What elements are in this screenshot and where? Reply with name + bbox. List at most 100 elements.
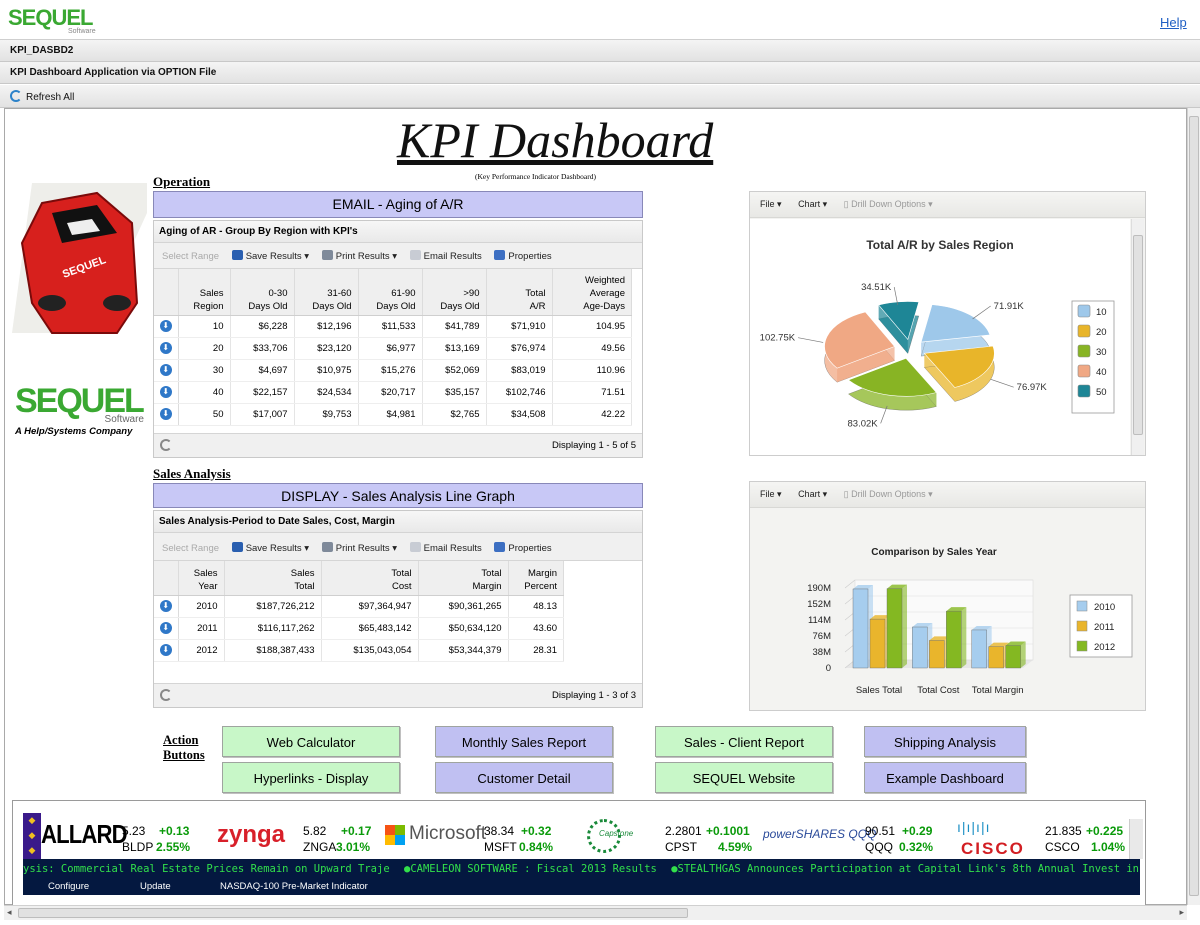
print-results-label: Print Results [335, 251, 390, 262]
paging-status: Displaying 1 - 5 of 5 [552, 440, 636, 451]
bar-side [902, 584, 907, 668]
panel-refresh-icon[interactable] [160, 439, 172, 451]
email-aging-ar-button[interactable]: EMAIL - Aging of A/R [153, 191, 643, 218]
table-row[interactable]: ⬇ 10 $6,228 $12,196 $11,533 $41,789 $71,910 104… [154, 315, 632, 338]
save-results-button[interactable]: Save Results ▾ [231, 542, 309, 554]
file-menu-label: File [760, 199, 775, 209]
table-row[interactable]: ⬇ 20 $33,706 $23,120 $6,977 $13,169 $76,974 49.… [154, 337, 632, 360]
email-icon [409, 542, 421, 552]
column-header-line: A/R [529, 300, 546, 312]
column-header-line: Sales [193, 567, 218, 579]
email-results-button[interactable]: Email Results [409, 542, 482, 554]
help-link[interactable]: Help [1160, 15, 1187, 30]
news-item[interactable]: ysis: Commercial Real Estate Prices Rema… [23, 863, 390, 875]
sales-analysis-toolbar: Select Range Save Results ▾ Print Result… [154, 533, 642, 561]
quote-price: 2.2801 [665, 824, 702, 838]
file-menu[interactable]: File ▾ [760, 199, 782, 209]
table-cell: 48.13 [508, 595, 564, 618]
properties-button[interactable]: Properties [494, 250, 552, 262]
table-cell: 28.31 [508, 639, 564, 662]
table-row[interactable]: ⬇ 2010 $187,726,212 $97,364,947 $90,361,265 4… [154, 595, 564, 618]
table-header-row: Sales Region 0-30 Days Old 31-60 Days Old 6… [154, 269, 632, 316]
pie-data-label: 71.91K [994, 301, 1025, 312]
powershares-logo: powerSHARES QQQ [763, 827, 877, 841]
bar-top [912, 623, 933, 628]
table-row[interactable]: ⬇ 40 $22,157 $24,534 $20,717 $35,157 $102,746 7… [154, 381, 632, 404]
drilldown-icon[interactable]: ⬇ [154, 359, 179, 382]
sequel-website-button[interactable]: SEQUEL Website [655, 762, 833, 793]
example-dashboard-button[interactable]: Example Dashboard [864, 762, 1026, 793]
ticker-next-icon[interactable]: ◆ [28, 845, 36, 855]
panel-refresh-icon[interactable] [160, 689, 172, 701]
table-row[interactable]: ⬇ 50 $17,007 $9,753 $4,981 $2,765 $34,508 42.22 [154, 403, 632, 426]
web-calculator-button[interactable]: Web Calculator [222, 726, 400, 757]
sales-analysis-panel-footer: Displaying 1 - 3 of 3 [154, 683, 642, 707]
table-cell: $97,364,947 [321, 595, 419, 618]
table-cell: $23,120 [294, 337, 359, 360]
sales-analysis-table: Sales Year Sales Total Total Cost Total Marg… [154, 561, 564, 662]
table-cell: 110.96 [552, 359, 632, 382]
bar-x-tick-label: Total Cost [917, 685, 960, 696]
print-results-button[interactable]: Print Results ▾ [321, 250, 397, 262]
table-cell: $6,228 [230, 315, 295, 338]
chart-toolbar: File ▾ Chart ▾ ▯ Drill Down Options ▾ [750, 482, 1145, 508]
email-results-button[interactable]: Email Results [409, 250, 482, 262]
update-link[interactable]: Update [140, 881, 171, 892]
drilldown-icon[interactable]: ⬇ [154, 617, 179, 640]
scroll-left-icon[interactable]: ◂ [7, 907, 12, 917]
drilldown-icon[interactable]: ⬇ [154, 639, 179, 662]
drilldown-icon[interactable]: ⬇ [154, 403, 179, 426]
print-results-button[interactable]: Print Results ▾ [321, 542, 397, 554]
bar-x-tick-label: Sales Total [856, 685, 902, 696]
chart-menu[interactable]: Chart ▾ [798, 199, 828, 209]
quote-percent: 0.84% [519, 840, 554, 854]
news-item[interactable]: STEALTHGAS Announces Participation at Ca… [677, 863, 1140, 875]
app-header: SEQUEL Software Help [0, 0, 1200, 40]
bar-top [946, 607, 967, 612]
quote-change: +0.29 [902, 824, 933, 838]
shipping-analysis-button[interactable]: Shipping Analysis [864, 726, 1026, 757]
table-cell: $34,508 [486, 403, 553, 426]
drilldown-icon[interactable]: ⬇ [154, 381, 179, 404]
display-sales-analysis-button[interactable]: DISPLAY - Sales Analysis Line Graph [153, 483, 643, 508]
properties-button[interactable]: Properties [494, 542, 552, 554]
save-results-button[interactable]: Save Results ▾ [231, 250, 309, 262]
news-item[interactable]: CAMELEON SOFTWARE : Fiscal 2013 Results [410, 863, 657, 875]
drill-down-options-menu[interactable]: ▯ Drill Down Options ▾ [843, 489, 933, 499]
chart-scrollbar[interactable] [1131, 219, 1144, 455]
ticker-up-icon[interactable]: ◆ [28, 830, 36, 840]
sales-client-report-button[interactable]: Sales - Client Report [655, 726, 833, 757]
file-menu[interactable]: File ▾ [760, 489, 782, 499]
brand-logo: SEQUEL Software A Help/Systems Company [15, 384, 150, 437]
pie-slice [920, 304, 991, 343]
scroll-right-icon[interactable]: ▸ [1179, 907, 1184, 917]
column-header: Sales Year [178, 561, 225, 596]
drill-down-options-menu[interactable]: ▯ Drill Down Options ▾ [843, 199, 933, 209]
monthly-sales-report-button[interactable]: Monthly Sales Report [435, 726, 613, 757]
refresh-all-button[interactable]: Refresh All [10, 90, 74, 103]
page-scrollbar-thumb[interactable] [1189, 116, 1199, 896]
column-header-line: 61-90 [391, 287, 416, 299]
table-row[interactable]: ⬇ 2011 $116,117,262 $65,483,142 $50,634,120 4… [154, 617, 564, 640]
chart-scrollbar-thumb[interactable] [1133, 235, 1143, 435]
page-horizontal-scrollbar[interactable]: ◂ ▸ [4, 905, 1187, 920]
drilldown-column-header [154, 561, 179, 596]
select-range-button[interactable]: Select Range [162, 251, 220, 262]
select-range-button[interactable]: Select Range [162, 543, 220, 554]
configure-link[interactable]: Configure [48, 881, 90, 892]
ticker-prev-icon[interactable]: ◆ [28, 815, 36, 825]
save-icon [231, 542, 243, 552]
drilldown-icon[interactable]: ⬇ [154, 337, 179, 360]
page-hscroll-thumb[interactable] [18, 908, 688, 918]
drilldown-icon[interactable]: ⬇ [154, 595, 179, 618]
msft-logo: Microsoft [409, 823, 487, 844]
hyperlinks-display-button[interactable]: Hyperlinks - Display [222, 762, 400, 793]
column-header-line: Total [294, 580, 315, 592]
table-row[interactable]: ⬇ 2012 $188,387,433 $135,043,054 $53,344,379… [154, 639, 564, 662]
drilldown-icon[interactable]: ⬇ [154, 315, 179, 338]
ticker-scroll-right[interactable] [1129, 819, 1143, 859]
page-vertical-scrollbar[interactable] [1187, 108, 1200, 905]
customer-detail-button[interactable]: Customer Detail [435, 762, 613, 793]
chart-menu[interactable]: Chart ▾ [798, 489, 828, 499]
table-row[interactable]: ⬇ 30 $4,697 $10,975 $15,276 $52,069 $83,019 110… [154, 359, 632, 382]
